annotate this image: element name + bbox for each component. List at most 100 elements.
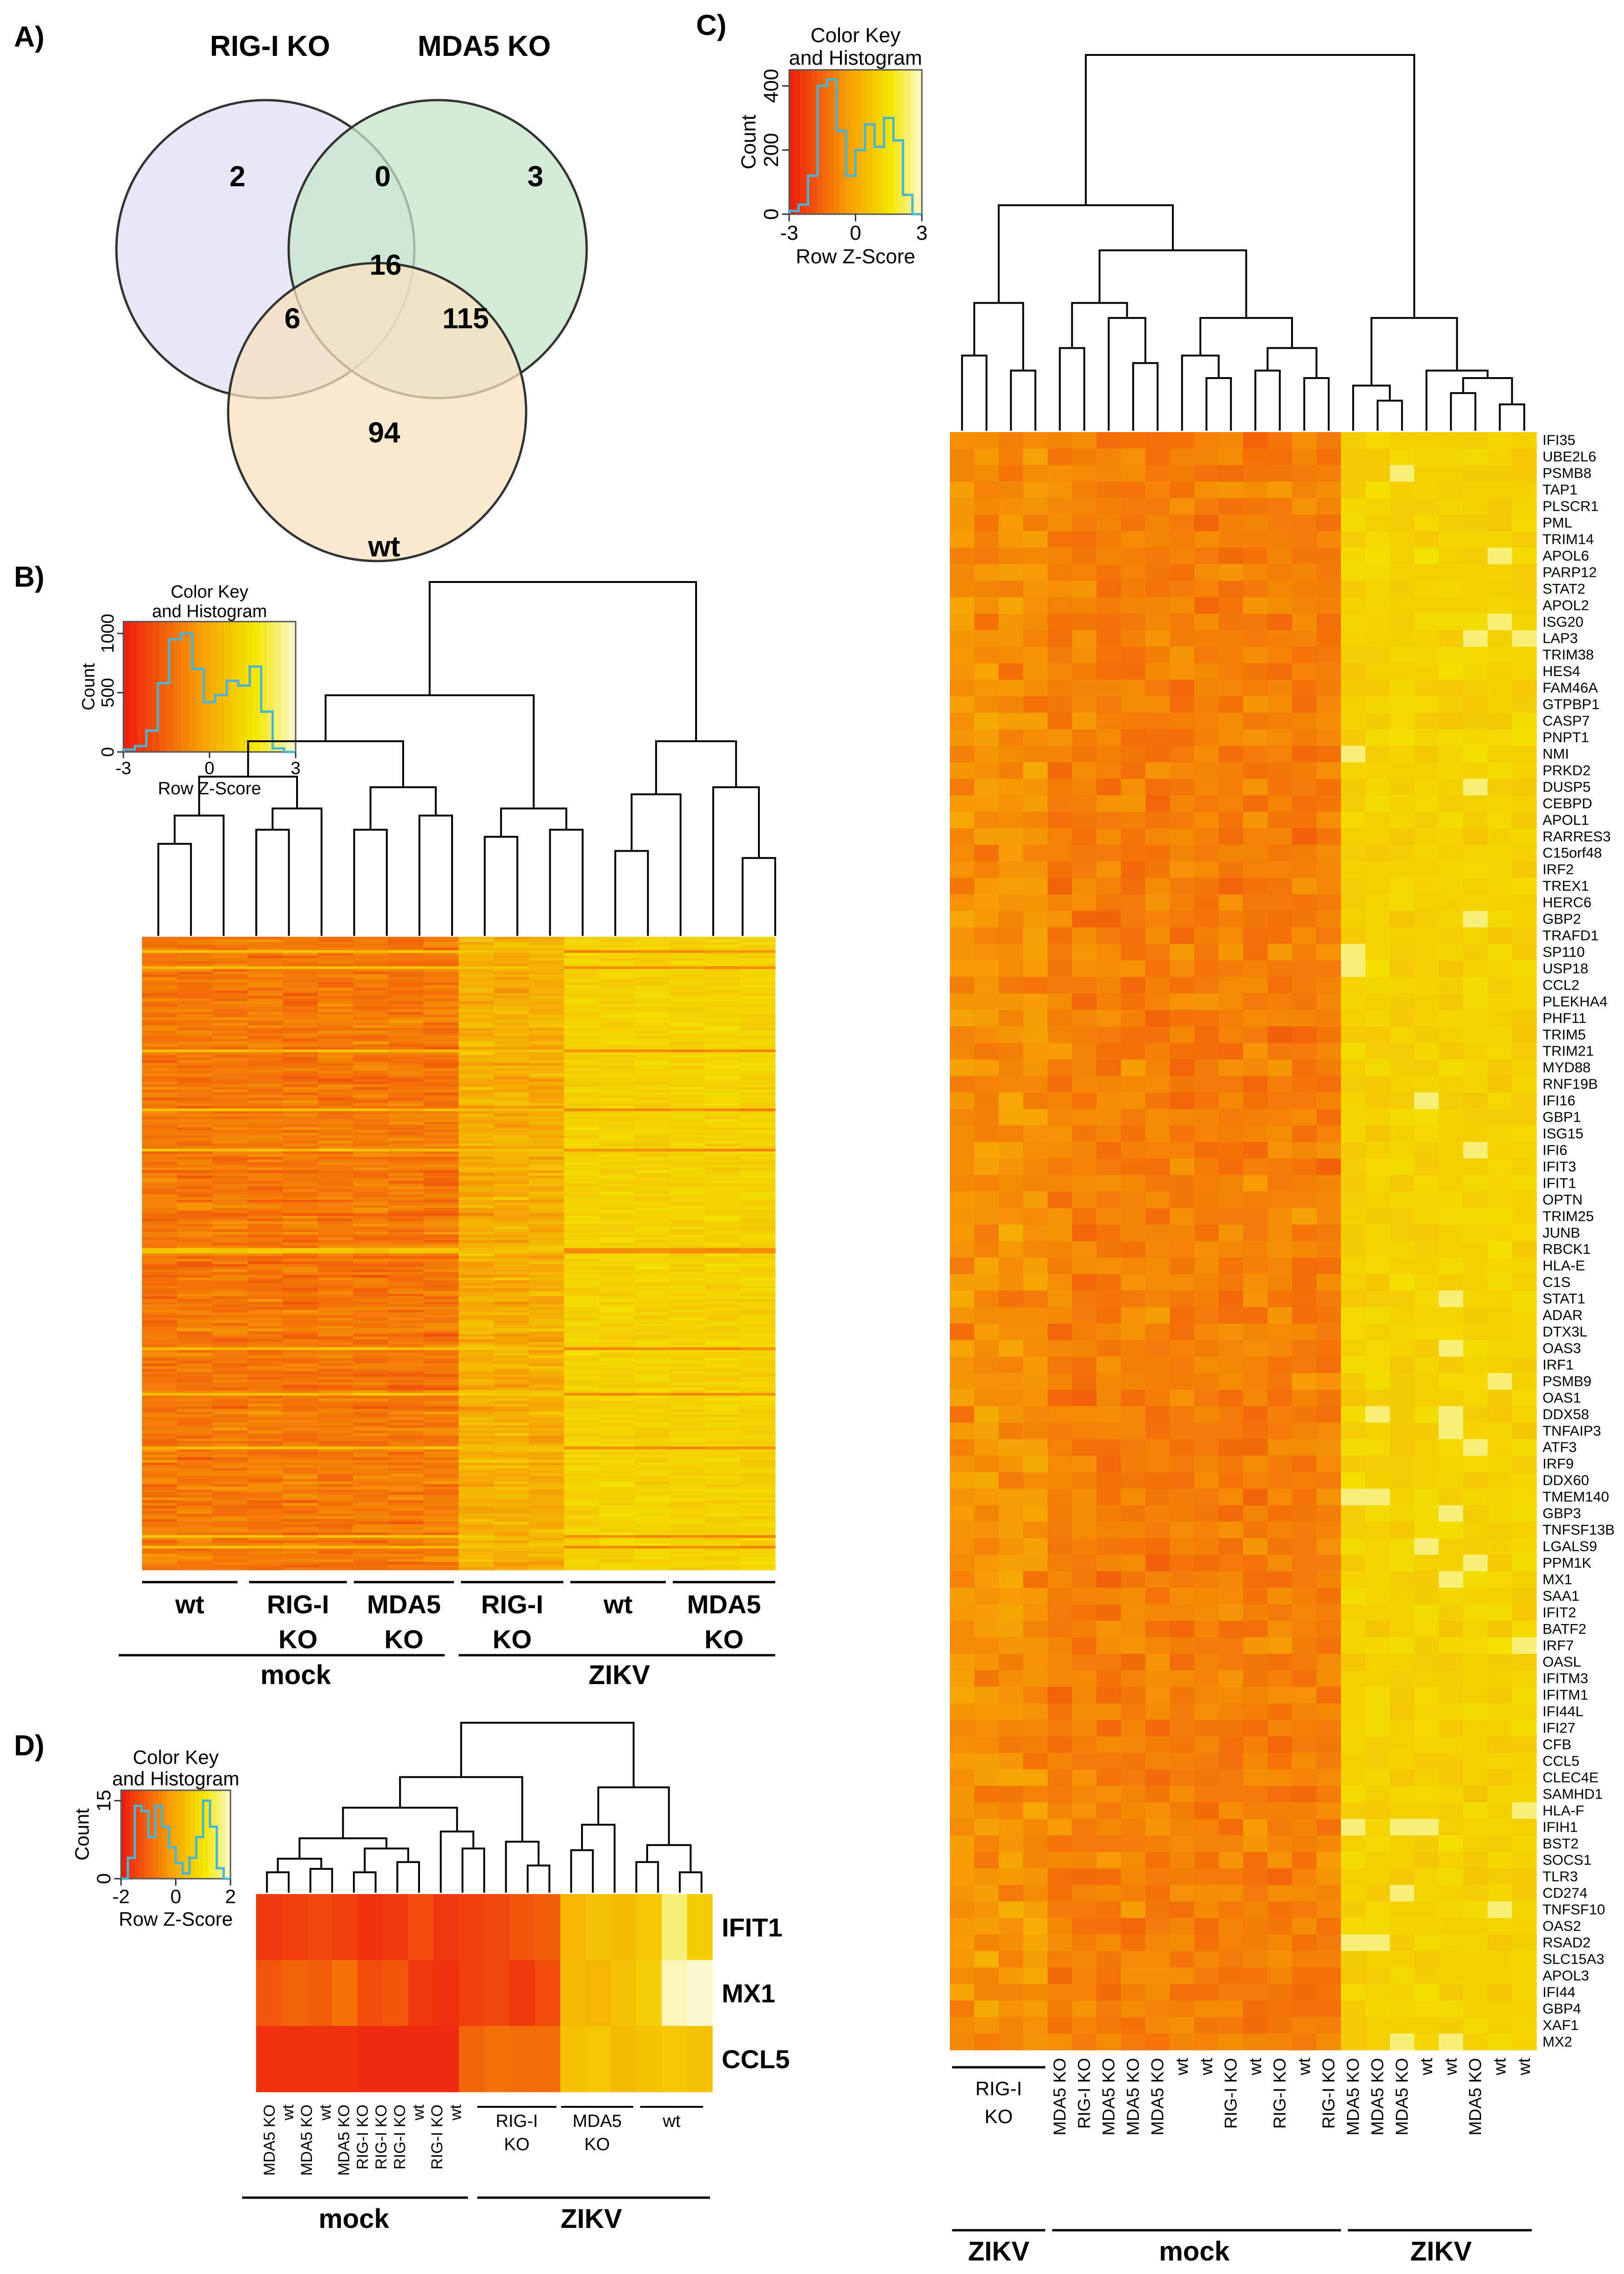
heatmap-cell <box>247 1076 283 1080</box>
heatmap-cell <box>212 1422 248 1426</box>
heatmap-cell <box>670 1178 705 1181</box>
heatmap-cell <box>740 1277 776 1281</box>
heatmap-cell <box>318 966 353 969</box>
heatmap-cell <box>212 1326 248 1329</box>
heatmap-cell <box>142 1296 178 1299</box>
heatmap-cell <box>459 1318 494 1321</box>
heatmap-cell <box>353 1355 389 1359</box>
heatmap-cell <box>1096 481 1122 499</box>
heatmap-cell <box>1121 614 1146 631</box>
heatmap-cell <box>1488 564 1513 581</box>
heatmap-cell <box>212 961 248 964</box>
heatmap-cell <box>212 1189 248 1192</box>
heatmap-cell <box>459 1197 494 1200</box>
heatmap-cell <box>1463 481 1488 499</box>
heatmap-cell <box>212 1226 248 1230</box>
heatmap-cell <box>353 1006 389 1010</box>
heatmap-cell <box>318 1205 353 1208</box>
heatmap-cell <box>529 1266 565 1270</box>
heatmap-cell <box>494 1041 529 1045</box>
heatmap-cell <box>494 963 529 967</box>
heatmap-cell <box>283 1476 318 1479</box>
heatmap-cell <box>634 1124 670 1128</box>
heatmap-cell <box>1072 696 1097 713</box>
heatmap-cell <box>740 1082 776 1085</box>
heatmap-cell <box>529 1430 565 1434</box>
heatmap-cell <box>459 1492 494 1496</box>
heatmap-cell <box>564 1033 600 1036</box>
heatmap-cell <box>670 1092 705 1096</box>
heatmap-cell <box>318 1232 353 1235</box>
heatmap-cell <box>634 1524 670 1528</box>
heatmap-cell <box>740 1251 776 1254</box>
heatmap-cell <box>177 1025 213 1029</box>
heatmap-cell <box>1048 498 1073 515</box>
heatmap-cell <box>388 1280 424 1283</box>
heatmap-cell <box>670 1449 705 1453</box>
heatmap-cell <box>142 1379 178 1383</box>
heatmap-cell <box>423 1162 459 1165</box>
heatmap-cell <box>142 1546 178 1549</box>
heatmap-cell <box>564 1149 600 1152</box>
heatmap-cell <box>670 939 705 943</box>
heatmap-cell <box>388 948 424 951</box>
heatmap-cell <box>212 1076 248 1080</box>
heatmap-cell <box>670 1170 705 1173</box>
heatmap-cell <box>423 1406 459 1409</box>
heatmap-cell <box>212 1497 248 1501</box>
heatmap-cell <box>1488 448 1513 466</box>
heatmap-cell <box>353 1286 389 1289</box>
heatmap-cell <box>388 1500 424 1503</box>
heatmap-cell <box>247 1038 283 1042</box>
heatmap-cell <box>634 1232 670 1235</box>
heatmap-cell <box>459 1025 494 1029</box>
heatmap-cell <box>1072 597 1097 614</box>
heatmap-cell <box>423 937 459 940</box>
heatmap-cell <box>388 1237 424 1240</box>
heatmap-cell <box>247 1489 283 1493</box>
heatmap-cell <box>670 1508 705 1511</box>
heatmap-cell <box>318 1044 353 1047</box>
heatmap-cell <box>459 1433 494 1436</box>
heatmap-cell <box>142 1130 178 1133</box>
key-swatch <box>850 70 856 214</box>
heatmap-cell <box>142 1095 178 1098</box>
heatmap-cell <box>529 1140 565 1144</box>
heatmap-cell <box>459 1527 494 1530</box>
heatmap-cell <box>529 1119 565 1123</box>
heatmap-cell <box>142 1226 178 1230</box>
heatmap-cell <box>564 1090 600 1093</box>
heatmap-cell <box>212 1242 248 1246</box>
heatmap-cell <box>950 630 975 647</box>
heatmap-cell <box>142 1527 178 1530</box>
heatmap-cell <box>212 1353 248 1356</box>
heatmap-cell <box>247 1106 283 1109</box>
heatmap-cell <box>670 1516 705 1520</box>
heatmap-cell <box>212 1401 248 1404</box>
heatmap-cell <box>950 481 975 499</box>
heatmap-cell <box>353 1377 389 1380</box>
heatmap-cell <box>670 1020 705 1023</box>
heatmap-cell <box>212 1470 248 1474</box>
heatmap-cell <box>740 1291 776 1294</box>
heatmap-cell <box>212 1554 248 1557</box>
heatmap-cell <box>142 1497 178 1501</box>
heatmap-cell <box>388 1079 424 1082</box>
heatmap-cell <box>494 1385 529 1388</box>
heatmap-cell <box>740 1052 776 1056</box>
heatmap-cell <box>704 990 741 994</box>
heatmap-cell <box>670 1546 705 1549</box>
heatmap-cell <box>142 1326 178 1329</box>
heatmap-cell <box>459 1551 494 1555</box>
heatmap-cell <box>1096 762 1122 779</box>
heatmap-cell <box>423 1527 459 1530</box>
heatmap-cell <box>247 1505 283 1509</box>
heatmap-cell <box>177 1382 213 1385</box>
heatmap-cell <box>529 1108 565 1112</box>
heatmap-cell <box>353 982 389 986</box>
heatmap-cell <box>564 1269 600 1272</box>
heatmap-cell <box>177 1063 213 1066</box>
heatmap-cell <box>599 1513 635 1517</box>
heatmap-cell <box>564 1385 600 1388</box>
heatmap-cell <box>212 1551 248 1555</box>
